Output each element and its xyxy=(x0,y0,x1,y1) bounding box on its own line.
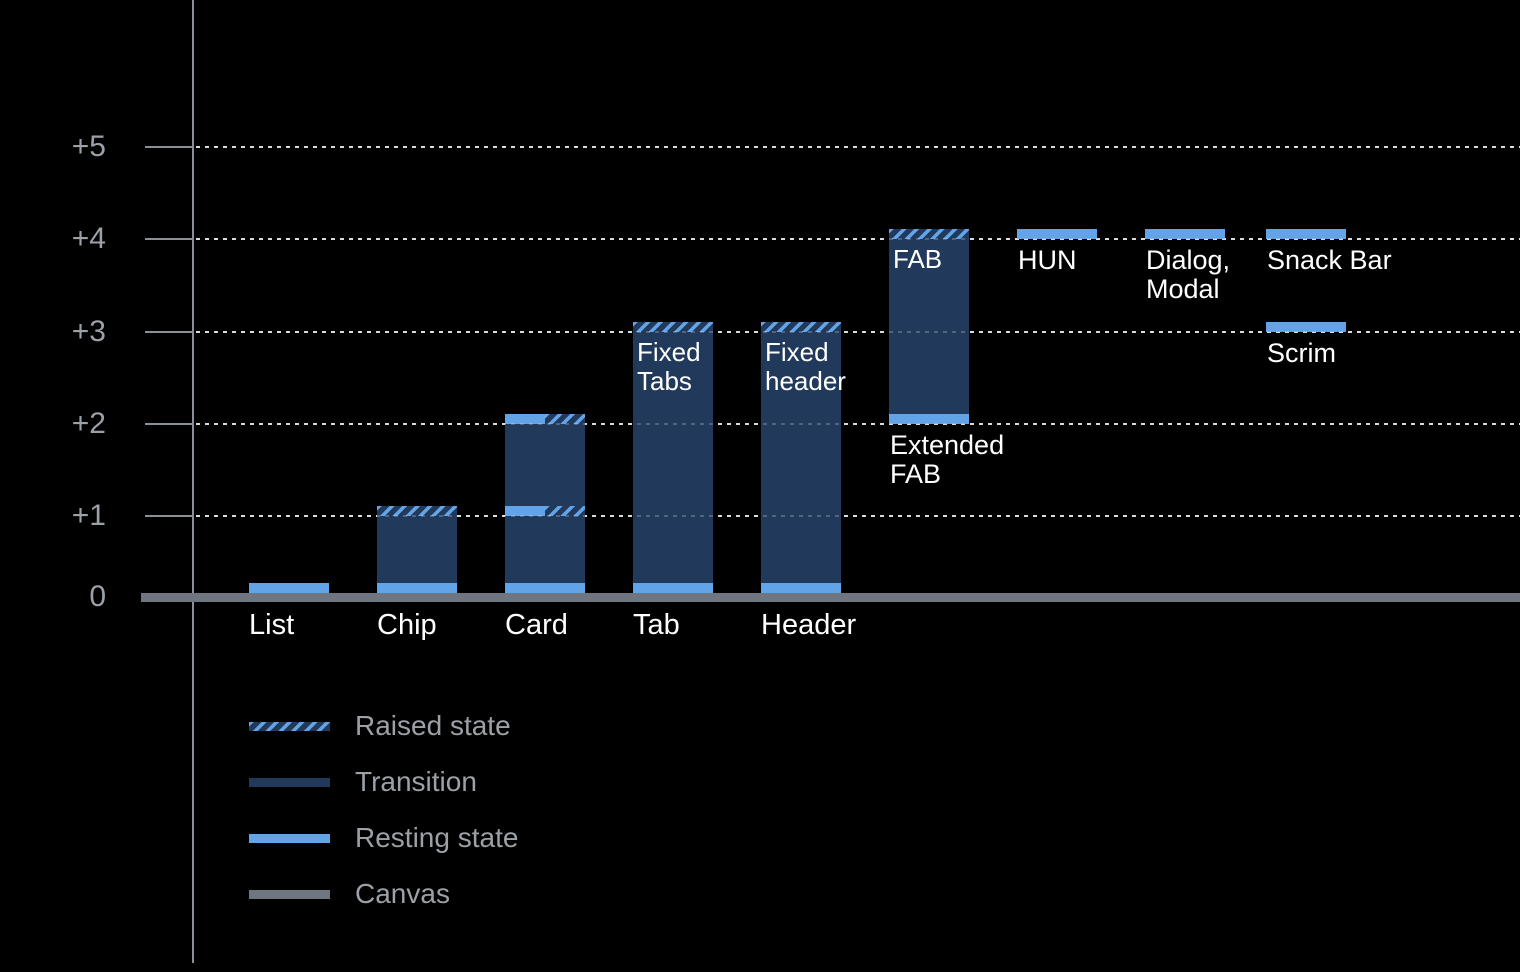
resting-strip-chip-0 xyxy=(377,583,457,593)
inner-label-fab: FAB xyxy=(893,244,943,274)
resting-strip-card-1 xyxy=(505,506,545,516)
gridline-+2 xyxy=(196,423,1520,425)
y-axis-line xyxy=(192,0,194,963)
gridline-overlay-+3 xyxy=(196,331,1520,333)
gridline-+4 xyxy=(196,238,1520,240)
axis-label-list: List xyxy=(249,609,295,641)
tick-label-0: 0 xyxy=(89,580,106,613)
resting-strip-card-2 xyxy=(505,414,545,424)
tick-+1 xyxy=(145,515,193,517)
gridline-overlay-+1 xyxy=(196,515,1520,517)
gridline-+5 xyxy=(196,146,1520,148)
resting-strip-fab-2 xyxy=(889,414,969,424)
tick-+3 xyxy=(145,331,193,333)
tick-label-+2: +2 xyxy=(71,407,106,440)
inner-label-tab: Fixed xyxy=(637,337,701,367)
raised-band-tab-3 xyxy=(633,322,713,332)
raised-band-card-2 xyxy=(545,414,585,424)
resting-strip-header-0 xyxy=(761,583,841,593)
resting-strip-dialog-modal-4 xyxy=(1145,229,1225,239)
tick-label-+1: +1 xyxy=(71,499,106,532)
gridline-overlay-+5 xyxy=(196,146,1520,148)
raised-band-fab-4 xyxy=(889,229,969,239)
legend-label-resting: Resting state xyxy=(355,822,519,853)
legend-swatch-canvas xyxy=(249,890,330,899)
raised-band-card-1 xyxy=(545,506,585,516)
tick-label-+3: +3 xyxy=(71,315,106,348)
bar-body-card xyxy=(505,424,585,583)
canvas-line xyxy=(141,593,1520,602)
tick-+2 xyxy=(145,423,193,425)
resting-strip-tab-0 xyxy=(633,583,713,593)
resting-strip-list-0 xyxy=(249,583,329,593)
axis-label-tab: Tab xyxy=(633,609,680,641)
tick-+4 xyxy=(145,238,193,240)
raised-band-header-3 xyxy=(761,322,841,332)
axis-label-header: Header xyxy=(761,609,857,641)
bar-body-header xyxy=(761,332,841,584)
below-label-dialog-modal: Modal xyxy=(1146,274,1220,304)
below-label-snack-bar: Snack Bar xyxy=(1267,245,1392,275)
bar-body-chip xyxy=(377,516,457,583)
inner-label-tab: Tabs xyxy=(637,366,692,396)
legend-label-raised: Raised state xyxy=(355,710,511,741)
gridline-overlay-+4 xyxy=(196,238,1520,240)
legend-swatch-raised xyxy=(249,722,330,731)
tick-+5 xyxy=(145,146,193,148)
resting-strip-snack-bar-4 xyxy=(1266,229,1346,239)
resting-strip-scrim-3 xyxy=(1266,322,1346,332)
axis-label-card: Card xyxy=(505,609,568,641)
inner-label-header: Fixed xyxy=(765,337,829,367)
inner-label-header: header xyxy=(765,366,846,396)
below-label-fab: Extended xyxy=(890,430,1005,460)
bar-body-fab xyxy=(889,239,969,414)
legend-label-canvas: Canvas xyxy=(355,878,450,909)
legend-swatch-resting xyxy=(249,834,330,843)
resting-strip-card-0 xyxy=(505,583,585,593)
tick-label-+4: +4 xyxy=(71,222,106,255)
raised-band-chip-1 xyxy=(377,506,457,516)
below-label-dialog-modal: Dialog, xyxy=(1146,245,1231,275)
gridline-+1 xyxy=(196,515,1520,517)
legend-swatch-transition xyxy=(249,778,330,787)
below-label-fab: FAB xyxy=(890,459,942,489)
legend-label-transition: Transition xyxy=(355,766,477,797)
below-label-hun: HUN xyxy=(1018,245,1077,275)
below-label-scrim: Scrim xyxy=(1267,338,1336,368)
resting-strip-hun-4 xyxy=(1017,229,1097,239)
gridline-overlay-+2 xyxy=(196,423,1520,425)
tick-label-+5: +5 xyxy=(71,130,106,163)
gridline-+3 xyxy=(196,331,1520,333)
axis-label-chip: Chip xyxy=(377,609,437,641)
bar-body-tab xyxy=(633,332,713,584)
